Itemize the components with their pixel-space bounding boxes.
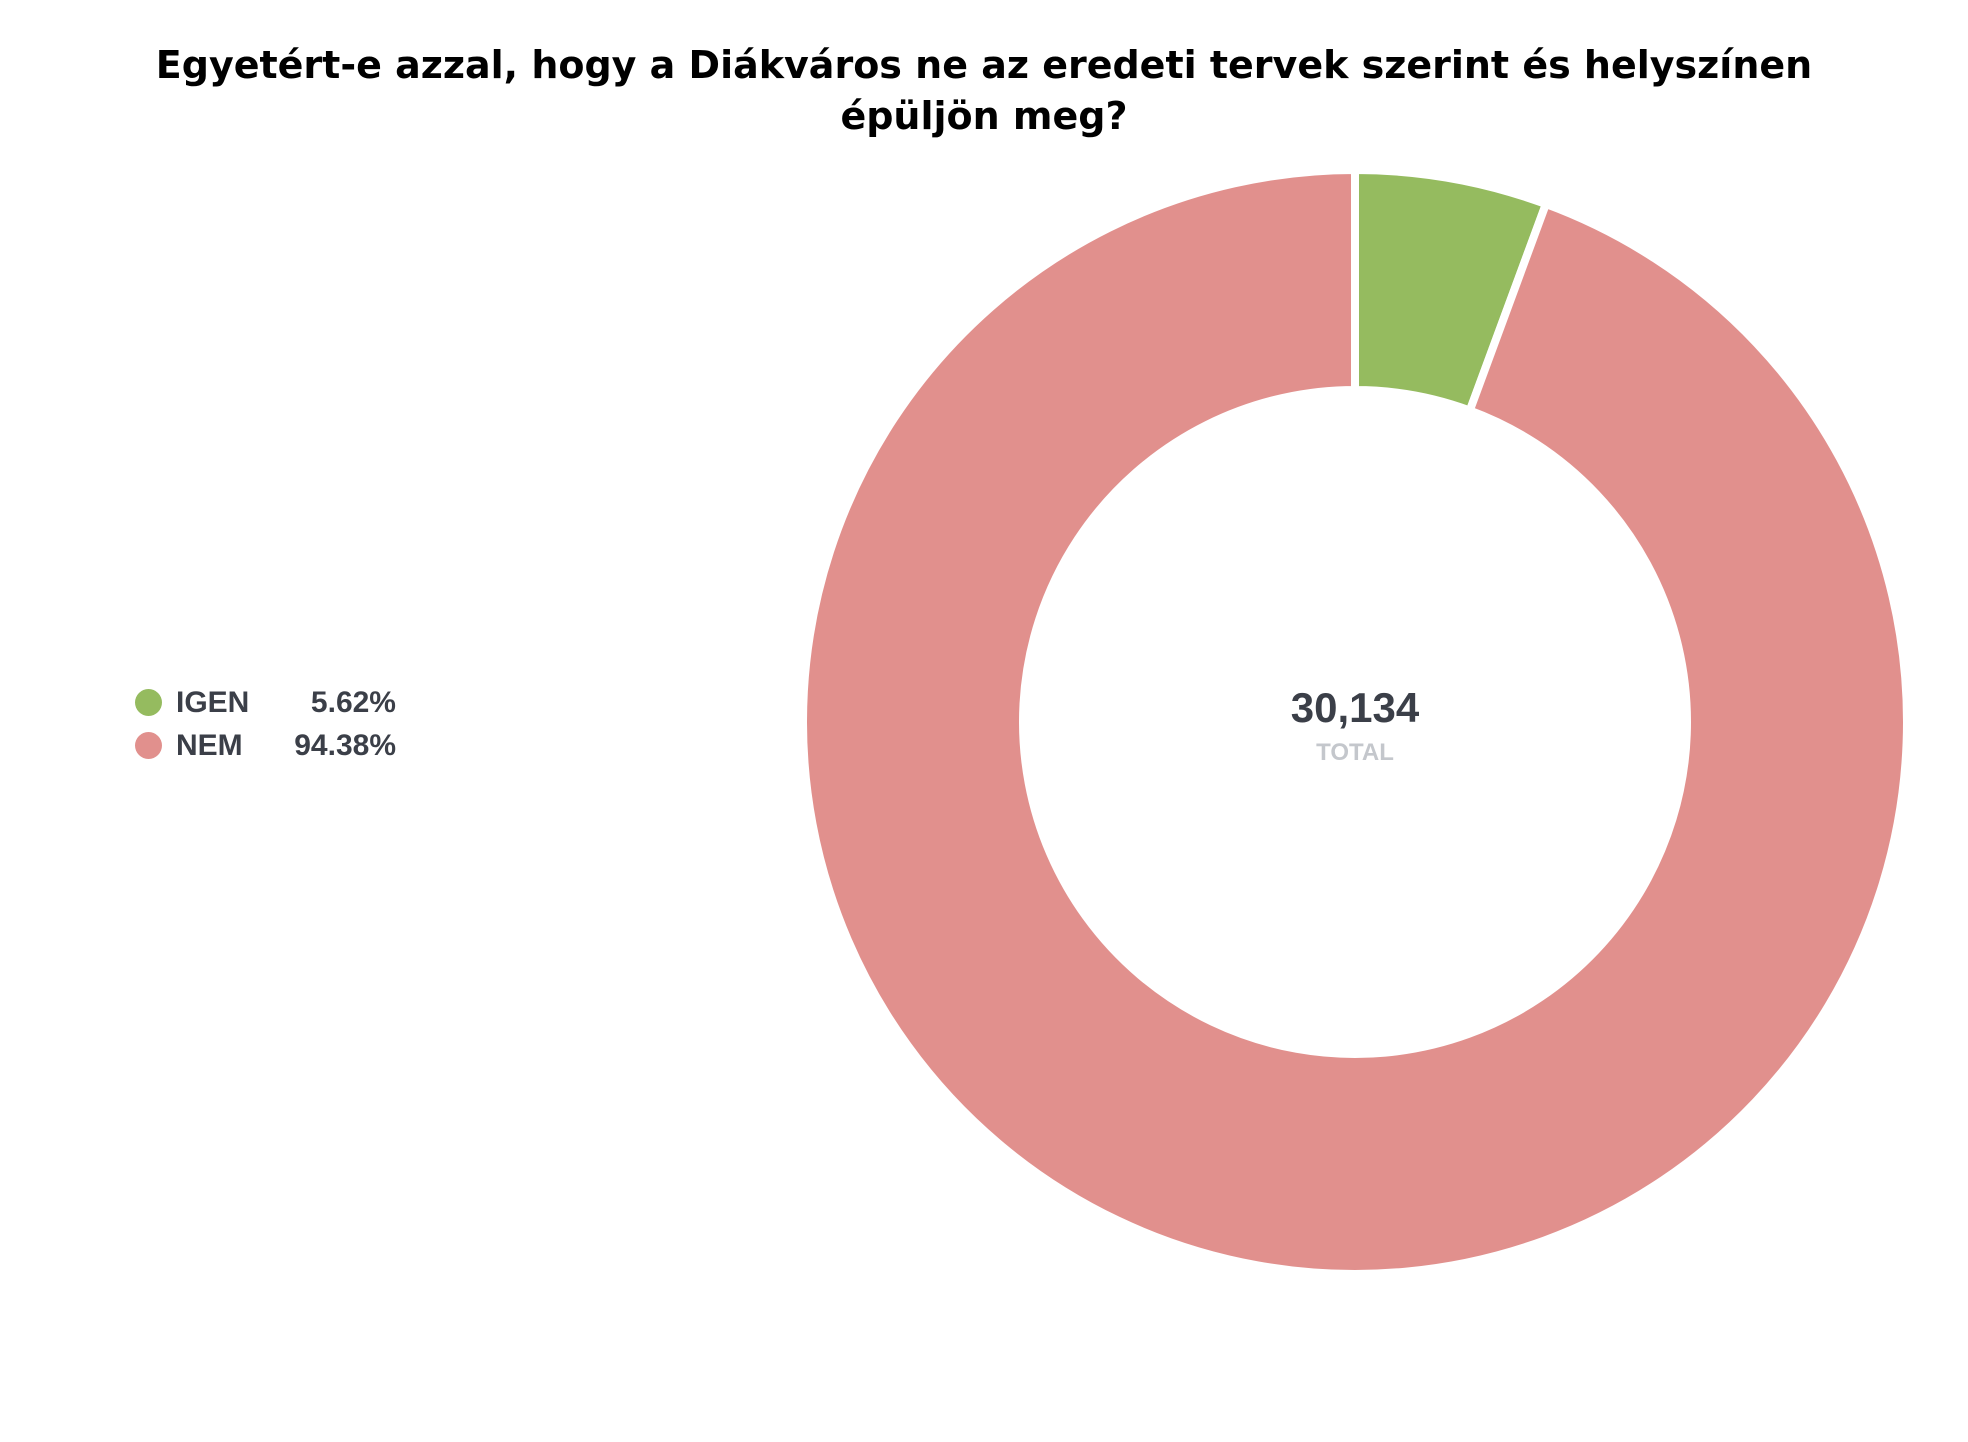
donut-slices <box>799 165 1911 1278</box>
legend-item-igen[interactable]: IGEN 5.62% <box>135 681 396 724</box>
legend-swatch-igen <box>135 689 162 716</box>
legend-value-nem: 94.38% <box>294 728 396 762</box>
legend-swatch-nem <box>135 732 162 759</box>
legend-item-nem[interactable]: NEM 94.38% <box>135 724 396 767</box>
center-total-value: 30,134 <box>1291 684 1420 731</box>
legend: IGEN 5.62% NEM 94.38% <box>135 681 396 767</box>
legend-label-igen: IGEN <box>176 685 250 719</box>
chart-title: Egyetért-e azzal, hogy a Diákváros ne az… <box>155 43 1813 138</box>
legend-value-igen: 5.62% <box>310 685 396 719</box>
donut-slice-nem[interactable] <box>799 165 1911 1278</box>
legend-label-nem: NEM <box>176 728 243 762</box>
center-total-label: TOTAL <box>1316 739 1394 766</box>
